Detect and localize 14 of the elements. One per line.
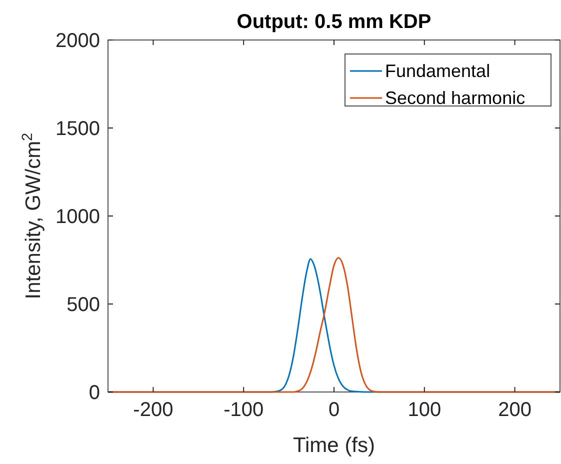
chart-title: Output: 0.5 mm KDP	[236, 11, 432, 33]
x-axis-title: Time (fs)	[292, 434, 376, 457]
y-tick-label: 2000	[56, 30, 100, 52]
x-tick-label: 200	[498, 399, 532, 421]
y-tick-label: 1000	[56, 206, 100, 228]
y-tick-label: 1500	[56, 118, 100, 140]
legend-label: Fundamental	[385, 61, 490, 81]
legend-label: Second harmonic	[385, 88, 526, 108]
y-tick-label: 0	[88, 382, 100, 404]
x-tick-label: 100	[408, 399, 442, 421]
x-tick-label: -200	[133, 399, 174, 421]
x-tick-label: 0	[328, 399, 340, 421]
y-tick-label: 500	[66, 294, 100, 316]
x-tick-label: -100	[224, 399, 264, 421]
